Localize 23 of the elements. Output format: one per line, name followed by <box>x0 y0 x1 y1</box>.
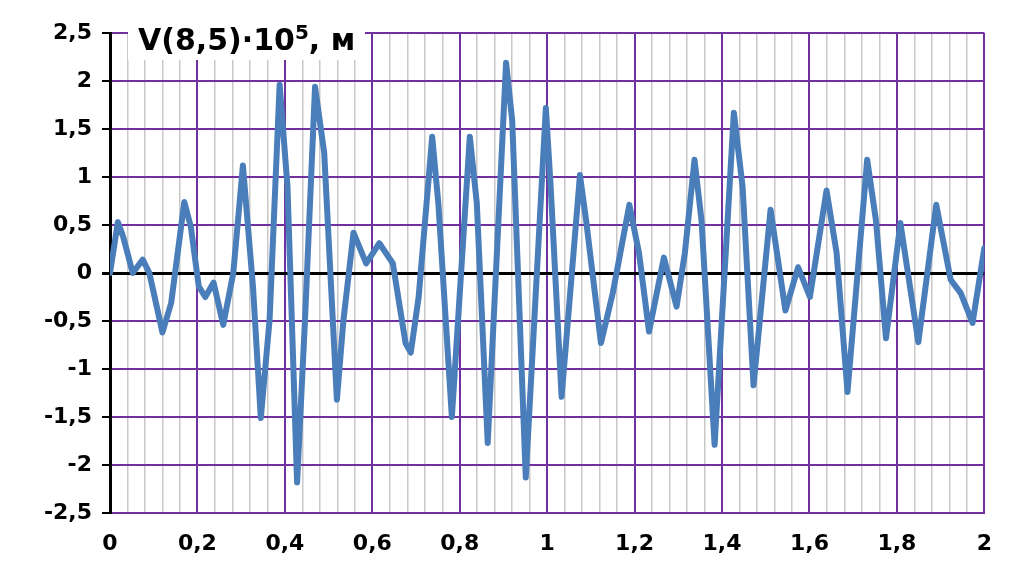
y-tick-label: -2 <box>67 450 92 476</box>
x-tick-label: 0 <box>102 529 118 555</box>
x-tick-label: 0,2 <box>177 529 217 555</box>
y-tick-label: 2,5 <box>53 18 92 44</box>
x-tick-label: 0,4 <box>265 529 305 555</box>
x-tick-label: 1,6 <box>789 529 829 555</box>
x-tick-label: 1,2 <box>615 529 655 555</box>
x-tick-label: 1 <box>539 529 555 555</box>
y-tick-label: -0,5 <box>43 306 92 332</box>
y-tick-label: -2,5 <box>43 498 92 524</box>
y-tick-label: 0,5 <box>53 210 92 236</box>
y-tick-label: 2 <box>76 66 92 92</box>
y-tick-label: -1,5 <box>43 402 92 428</box>
x-tick-label: 1,4 <box>702 529 742 555</box>
x-tick-label: 1,8 <box>877 529 917 555</box>
y-tick-label: 1,5 <box>53 114 92 140</box>
x-tick-label: 2 <box>976 529 992 555</box>
y-tick-label: -1 <box>67 354 92 380</box>
chart-title: V(8,5)·10$^{5}$, м <box>128 12 366 60</box>
y-tick-label: 0 <box>76 258 92 284</box>
x-tick-label: 0,8 <box>440 529 480 555</box>
y-tick-label: 1 <box>76 162 92 188</box>
x-tick-label: 0,6 <box>352 529 392 555</box>
